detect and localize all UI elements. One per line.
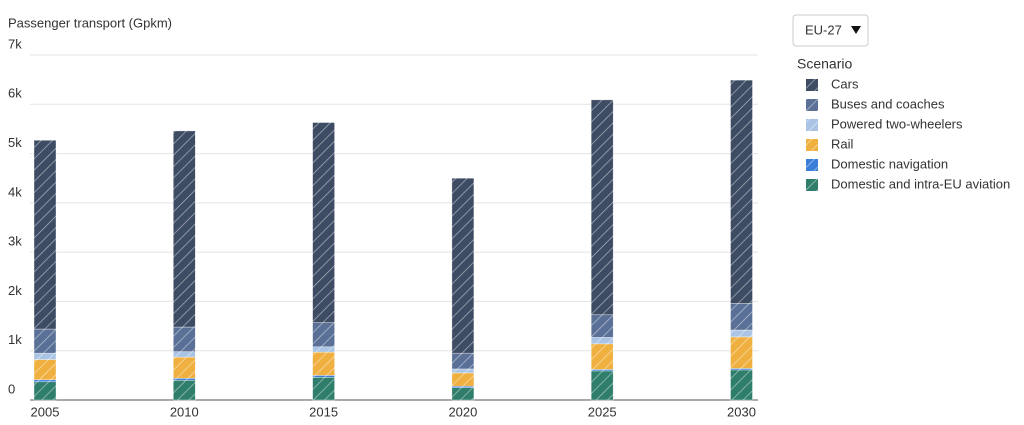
- region-dropdown[interactable]: EU-27: [792, 14, 869, 47]
- legend-swatch: [806, 179, 818, 191]
- x-tick-label: 2020: [448, 404, 477, 419]
- x-tick-label: 2005: [31, 404, 60, 419]
- legend-swatch: [806, 119, 818, 131]
- bar-segment: [590, 314, 614, 338]
- bar-segment: [730, 336, 753, 369]
- bar-segment: [173, 351, 196, 358]
- y-axis-title: Passenger transport (Gpkm): [8, 15, 172, 30]
- y-tick-label: 1k: [8, 332, 22, 347]
- y-tick-label: 0: [8, 381, 15, 396]
- y-tick-label: 7k: [8, 36, 22, 51]
- bar-segment: [33, 139, 57, 330]
- legend-title: Scenario: [797, 56, 852, 72]
- dropdown-value[interactable]: EU-27: [805, 22, 842, 37]
- bar-segment: [590, 99, 614, 316]
- legend-swatch: [806, 159, 818, 171]
- bar-segment: [33, 359, 57, 381]
- bar-segment: [173, 326, 196, 352]
- bar-segment: [33, 381, 57, 401]
- bar-segment: [33, 328, 57, 354]
- bar-segment: [173, 130, 196, 328]
- bar-segment: [451, 372, 475, 387]
- legend-label: Buses and coaches: [831, 96, 945, 111]
- bar-segment: [590, 337, 614, 345]
- dropdown-box[interactable]: [792, 14, 869, 47]
- bar-segment: [730, 79, 753, 304]
- legend-swatch: [806, 99, 818, 111]
- bar-segment: [173, 379, 196, 401]
- bar-segment: [173, 356, 196, 379]
- bar-segment: [312, 377, 335, 401]
- bar-segment: [312, 351, 335, 376]
- bar-segment: [730, 303, 753, 331]
- bar-segment: [590, 343, 614, 370]
- legend-label: Domestic and intra-EU aviation: [831, 176, 1010, 191]
- legend-label: Cars: [831, 76, 859, 91]
- x-tick-label: 2025: [588, 404, 617, 419]
- bar-segment: [451, 352, 475, 370]
- y-tick-label: 2k: [8, 283, 22, 298]
- bar-segment: [451, 387, 475, 401]
- y-tick-label: 3k: [8, 234, 22, 249]
- y-tick-label: 6k: [8, 86, 22, 101]
- legend-label: Domestic navigation: [831, 156, 948, 171]
- bar-segment: [312, 346, 335, 353]
- y-tick-label: 5k: [8, 135, 22, 150]
- bar-segment: [730, 329, 753, 338]
- legend-swatch: [806, 139, 818, 151]
- bar-segment: [33, 352, 57, 360]
- dropdown-arrow[interactable]: [851, 26, 861, 34]
- bar-segment: [730, 369, 753, 401]
- bar-segment: [451, 177, 475, 354]
- x-tick-label: 2010: [170, 404, 199, 419]
- legend-label: Powered two-wheelers: [831, 116, 963, 131]
- legend-label: Rail: [831, 136, 854, 151]
- y-tick-label: 4k: [8, 184, 22, 199]
- x-tick-label: 2015: [309, 404, 338, 419]
- legend-swatch: [806, 79, 818, 91]
- bar-segment: [590, 370, 614, 401]
- bar-segment: [312, 322, 335, 348]
- x-tick-label: 2030: [727, 404, 756, 419]
- bar-segment: [312, 122, 335, 323]
- bar-segment: [451, 368, 475, 374]
